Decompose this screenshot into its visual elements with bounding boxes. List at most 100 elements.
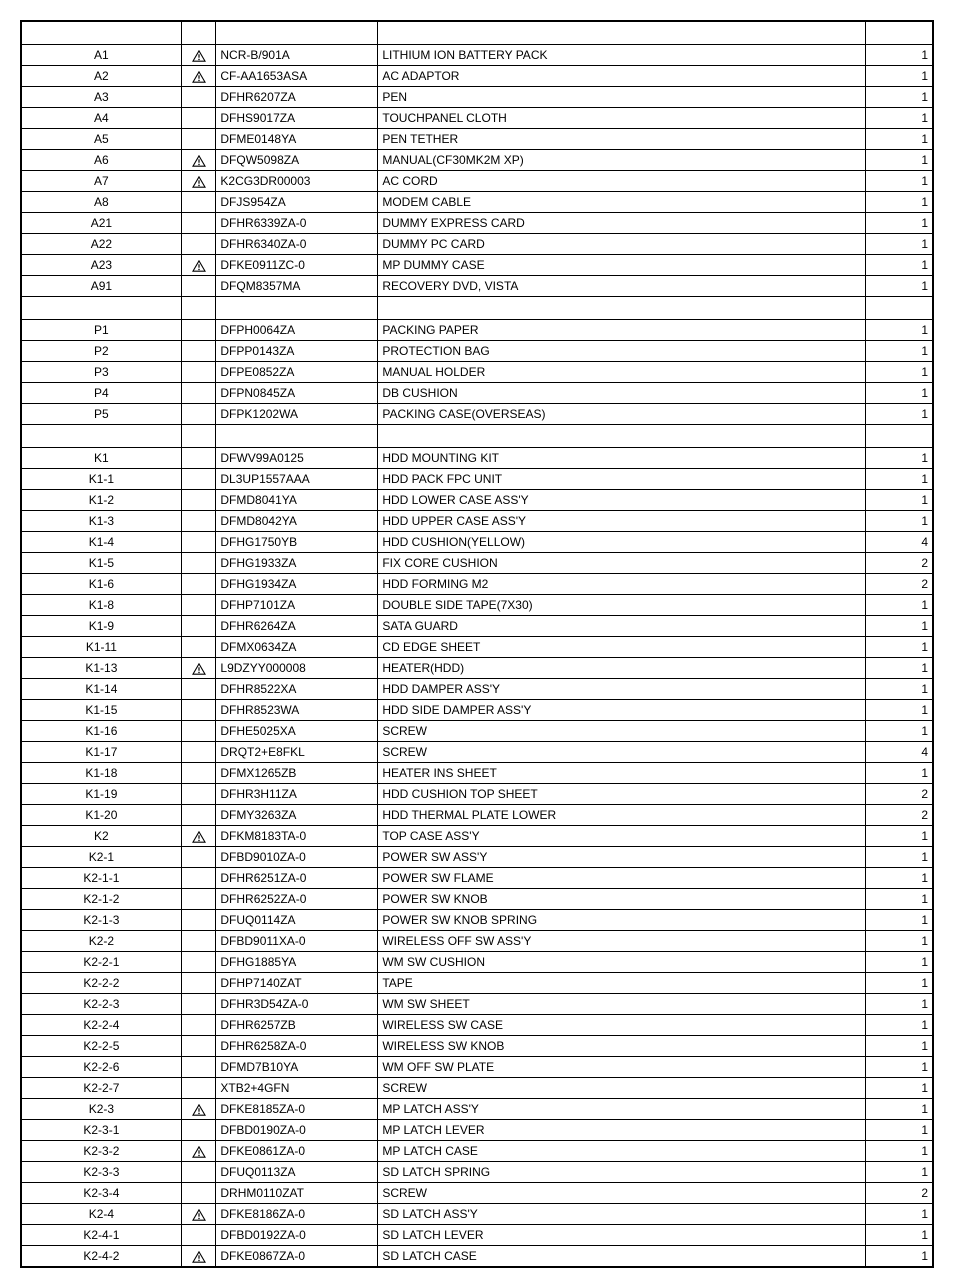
cell-ref: K1-17 [21, 742, 181, 763]
cell-qty: 1 [865, 171, 933, 192]
cell-warn [181, 553, 216, 574]
cell-ref: K1-3 [21, 511, 181, 532]
cell-desc: RECOVERY DVD, VISTA [378, 276, 865, 297]
cell-desc: SD LATCH CASE [378, 1246, 865, 1268]
cell-warn [181, 763, 216, 784]
warning-icon [192, 1144, 206, 1158]
cell-desc: TOP CASE ASS'Y [378, 826, 865, 847]
cell-ref: A23 [21, 255, 181, 276]
table-row: K1-18DFMX1265ZBHEATER INS SHEET1 [21, 763, 933, 784]
cell-part: NCR-B/901A [216, 45, 378, 66]
cell-qty: 1 [865, 234, 933, 255]
cell-empty [21, 425, 181, 448]
cell-warn [181, 784, 216, 805]
table-row: A5DFME0148YAPEN TETHER1 [21, 129, 933, 150]
cell-warn [181, 362, 216, 383]
cell-ref: K1-6 [21, 574, 181, 595]
cell-part: DRQT2+E8FKL [216, 742, 378, 763]
cell-warn [181, 511, 216, 532]
cell-desc: HDD DAMPER ASS'Y [378, 679, 865, 700]
cell-warn [181, 150, 216, 171]
cell-ref: A4 [21, 108, 181, 129]
cell-desc: HEATER(HDD) [378, 658, 865, 679]
cell-desc: TOUCHPANEL CLOTH [378, 108, 865, 129]
cell-part: DFHG1934ZA [216, 574, 378, 595]
cell-warn [181, 700, 216, 721]
cell-qty: 1 [865, 910, 933, 931]
cell-qty: 1 [865, 1225, 933, 1246]
cell-desc: HDD SIDE DAMPER ASS'Y [378, 700, 865, 721]
table-row: K1-11DFMX0634ZACD EDGE SHEET1 [21, 637, 933, 658]
cell-empty [378, 297, 865, 320]
cell-ref: K1-13 [21, 658, 181, 679]
cell-warn [181, 192, 216, 213]
cell-ref: K2-1-1 [21, 868, 181, 889]
cell-part: DFHR3D54ZA-0 [216, 994, 378, 1015]
warning-icon [192, 174, 206, 188]
cell-qty: 1 [865, 1141, 933, 1162]
cell-part: DFWV99A0125 [216, 448, 378, 469]
cell-ref: K1-5 [21, 553, 181, 574]
cell-warn [181, 742, 216, 763]
cell-part: DFMD8041YA [216, 490, 378, 511]
cell-warn [181, 1057, 216, 1078]
cell-desc: SCREW [378, 1183, 865, 1204]
cell-qty: 1 [865, 511, 933, 532]
cell-desc: HDD MOUNTING KIT [378, 448, 865, 469]
cell-desc: HDD THERMAL PLATE LOWER [378, 805, 865, 826]
cell-part: DFUQ0114ZA [216, 910, 378, 931]
cell-part: DFHG1933ZA [216, 553, 378, 574]
cell-desc: SCREW [378, 742, 865, 763]
cell-empty [865, 297, 933, 320]
cell-desc: PACKING PAPER [378, 320, 865, 341]
cell-part: DFBD9011XA-0 [216, 931, 378, 952]
cell-desc: MANUAL(CF30MK2M XP) [378, 150, 865, 171]
cell-warn [181, 952, 216, 973]
warning-icon [192, 1102, 206, 1116]
cell-desc: MP LATCH CASE [378, 1141, 865, 1162]
table-row: K1-3DFMD8042YAHDD UPPER CASE ASS'Y1 [21, 511, 933, 532]
cell-warn [181, 45, 216, 66]
cell-ref: K1-19 [21, 784, 181, 805]
cell-ref: K2-2-5 [21, 1036, 181, 1057]
cell-warn [181, 383, 216, 404]
table-row: K2-1-3DFUQ0114ZAPOWER SW KNOB SPRING1 [21, 910, 933, 931]
cell-qty: 1 [865, 826, 933, 847]
cell-qty: 1 [865, 255, 933, 276]
cell-warn [181, 66, 216, 87]
cell-qty: 1 [865, 616, 933, 637]
table-row: K2-2-4DFHR6257ZBWIRELESS SW CASE1 [21, 1015, 933, 1036]
cell-empty [865, 425, 933, 448]
cell-ref: K2-3-4 [21, 1183, 181, 1204]
cell-desc: PROTECTION BAG [378, 341, 865, 362]
cell-ref: K2-3-1 [21, 1120, 181, 1141]
table-row: K2-3-1DFBD0190ZA-0MP LATCH LEVER1 [21, 1120, 933, 1141]
cell-warn [181, 1015, 216, 1036]
cell-part: DFHR6257ZB [216, 1015, 378, 1036]
cell-warn [181, 532, 216, 553]
cell-ref: A2 [21, 66, 181, 87]
warning-icon [192, 153, 206, 167]
cell-qty: 1 [865, 700, 933, 721]
cell-qty: 2 [865, 1183, 933, 1204]
cell-part: DFPN0845ZA [216, 383, 378, 404]
table-row: K2-1-2DFHR6252ZA-0POWER SW KNOB1 [21, 889, 933, 910]
cell-part: DFHS9017ZA [216, 108, 378, 129]
table-row: A22DFHR6340ZA-0DUMMY PC CARD1 [21, 234, 933, 255]
cell-desc: SD LATCH SPRING [378, 1162, 865, 1183]
cell-desc: PEN [378, 87, 865, 108]
cell-qty: 2 [865, 784, 933, 805]
cell-desc: TAPE [378, 973, 865, 994]
cell-qty: 1 [865, 763, 933, 784]
cell-qty: 1 [865, 952, 933, 973]
cell-ref: K2-4-1 [21, 1225, 181, 1246]
cell-part: DFKE0911ZC-0 [216, 255, 378, 276]
cell-ref: K1-9 [21, 616, 181, 637]
cell-part: DFHG1885YA [216, 952, 378, 973]
cell-part: DRHM0110ZAT [216, 1183, 378, 1204]
cell-empty [378, 425, 865, 448]
cell-warn [181, 276, 216, 297]
cell-part: DFHR6339ZA-0 [216, 213, 378, 234]
table-row: K1-4DFHG1750YBHDD CUSHION(YELLOW)4 [21, 532, 933, 553]
cell-part: DFHR6252ZA-0 [216, 889, 378, 910]
